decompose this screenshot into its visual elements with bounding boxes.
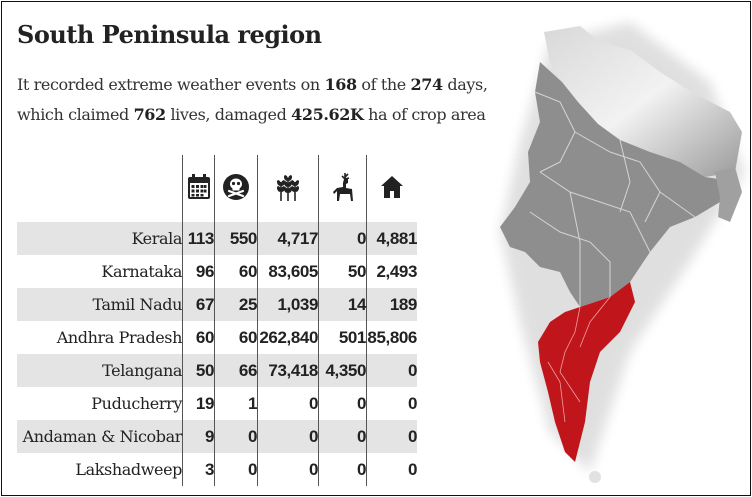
houses-damaged-cell: 0 — [366, 420, 417, 453]
days-count-cell: 67 — [182, 288, 215, 321]
days-count-cell: 113 — [182, 222, 215, 255]
header-days — [182, 155, 215, 222]
animal-loss-cell: 0 — [318, 222, 367, 255]
days-count-cell: 9 — [182, 420, 215, 453]
northeast-region — [715, 167, 742, 222]
houses-damaged-cell: 0 — [366, 453, 417, 486]
animal-loss-cell: 0 — [318, 420, 367, 453]
days-count-cell: 3 — [182, 453, 215, 486]
houses-damaged-cell: 0 — [366, 354, 417, 387]
table-row: Puducherry 19 1 0 0 0 — [17, 387, 417, 420]
days-count-cell: 96 — [182, 255, 215, 288]
table-row: Lakshadweep 3 0 0 0 0 — [17, 453, 417, 486]
state-name-cell: Kerala — [17, 222, 183, 255]
houses-damaged-cell: 4,881 — [366, 222, 417, 255]
animal-loss-cell: 501 — [318, 321, 367, 354]
table-row: Tamil Nadu 67 25 1,039 14 189 — [17, 288, 417, 321]
lives-count: 762 — [133, 105, 167, 124]
india-map — [500, 22, 745, 483]
state-name-cell: Tamil Nadu — [17, 288, 183, 321]
header-state — [17, 155, 183, 222]
table-row: Telangana 50 66 73,418 4,350 0 — [17, 354, 417, 387]
deaths-cell: 60 — [214, 321, 258, 354]
crop-damage-cell: 83,605 — [257, 255, 319, 288]
crop-damage-cell: 0 — [257, 453, 319, 486]
houses-damaged-cell: 189 — [366, 288, 417, 321]
crop-damage-cell: 73,418 — [257, 354, 319, 387]
deaths-cell: 550 — [214, 222, 258, 255]
south-peninsula-highlight — [538, 282, 635, 462]
crop-damage-cell: 0 — [257, 420, 319, 453]
houses-damaged-cell: 0 — [366, 387, 417, 420]
wheat-icon — [276, 174, 300, 201]
header-animals — [318, 155, 367, 222]
houses-damaged-cell: 85,806 — [366, 321, 417, 354]
deaths-cell: 66 — [214, 354, 258, 387]
state-name-cell: Andhra Pradesh — [56, 328, 183, 347]
header-deaths — [214, 155, 258, 222]
state-borders — [529, 91, 696, 307]
himalaya-region — [544, 26, 742, 177]
header-crop — [257, 155, 319, 222]
days-count: 168 — [324, 75, 357, 94]
crop-damage-cell: 4,717 — [257, 222, 319, 255]
header-houses — [366, 155, 417, 222]
animal-loss-cell: 0 — [318, 387, 367, 420]
state-name-cell: Puducherry — [91, 394, 182, 413]
deaths-cell: 25 — [214, 288, 258, 321]
mainland-region — [500, 62, 725, 307]
animal-loss-cell: 0 — [318, 453, 367, 486]
deaths-cell: 60 — [214, 255, 258, 288]
page-title: South Peninsula region — [17, 20, 322, 49]
skull-crossbones-icon — [223, 173, 249, 200]
days-count-cell: 19 — [182, 387, 215, 420]
state-name-cell: Telangana — [17, 354, 183, 387]
state-name-cell: Lakshadweep — [75, 460, 182, 479]
crop-area-value: 425.62K — [291, 105, 364, 124]
houses-damaged-cell: 2,493 — [366, 255, 417, 288]
south-state-borders — [547, 296, 611, 423]
sri-lanka-shadow — [589, 471, 601, 483]
state-data-table: Kerala 113 550 4,717 0 4,881 Karnataka 96 60 83,6… — [17, 155, 417, 486]
days-count-cell: 50 — [182, 354, 215, 387]
deaths-cell: 1 — [214, 387, 258, 420]
house-icon — [381, 175, 403, 198]
state-name-cell: Karnataka — [101, 262, 182, 281]
days-count-cell: 60 — [182, 321, 215, 354]
table-row: Karnataka 96 60 83,605 50 2,493 — [17, 255, 417, 288]
table-row: Andhra Pradesh 60 60 262,840 501 85,806 — [17, 321, 417, 354]
state-name-cell: Andaman & Nicobar — [17, 420, 183, 453]
crop-damage-cell: 1,039 — [257, 288, 319, 321]
deaths-cell: 0 — [214, 453, 258, 486]
animal-loss-cell: 50 — [318, 255, 367, 288]
animal-loss-cell: 14 — [318, 288, 367, 321]
table-body: Kerala 113 550 4,717 0 4,881 Karnataka 96 60 83,6… — [17, 222, 417, 486]
deaths-cell: 0 — [214, 420, 258, 453]
calendar-icon — [187, 173, 210, 199]
crop-damage-cell: 0 — [257, 387, 319, 420]
table-row: Kerala 113 550 4,717 0 4,881 — [17, 222, 417, 255]
deer-icon — [332, 172, 353, 201]
crop-damage-cell: 262,840 — [257, 321, 319, 354]
summary-text: It recorded extreme weather events on 16… — [17, 75, 488, 124]
table-row: Andaman & Nicobar 9 0 0 0 0 — [17, 420, 417, 453]
total-days-count: 274 — [410, 75, 444, 94]
animal-loss-cell: 4,350 — [318, 354, 367, 387]
